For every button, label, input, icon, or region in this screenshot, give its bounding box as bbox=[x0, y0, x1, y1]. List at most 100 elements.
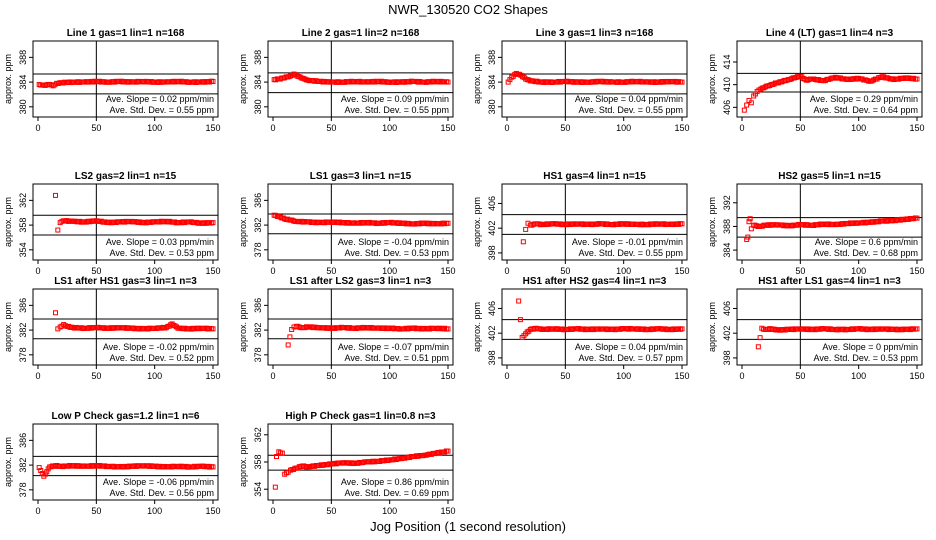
x-tick-label: 50 bbox=[91, 266, 101, 276]
y-tick-label: 406 bbox=[722, 100, 732, 115]
stddev-annotation: Ave. Std. Dev. = 0.69 ppm bbox=[345, 488, 449, 498]
y-tick-label: 386 bbox=[253, 193, 263, 208]
panel-title: HS1 after HS2 gas=4 lin=1 n=3 bbox=[523, 276, 667, 287]
data-point bbox=[285, 342, 291, 348]
plot-frame bbox=[32, 423, 219, 501]
y-axis-label: approx. ppm bbox=[472, 197, 482, 247]
x-tick-label: 50 bbox=[795, 266, 805, 276]
panel-title: LS1 after LS2 gas=3 lin=1 n=3 bbox=[290, 276, 432, 287]
data-point bbox=[757, 335, 763, 341]
y-axis-label: approx. ppm bbox=[3, 54, 13, 104]
y-axis-label: approx. ppm bbox=[472, 302, 482, 352]
panel-4: Line 4 (LT) gas=1 lin=4 n=3 0 50 100 150 406 4… bbox=[707, 28, 925, 133]
stddev-annotation: Ave. Std. Dev. = 0.68 ppm bbox=[814, 248, 918, 258]
data-point bbox=[914, 76, 920, 82]
x-tick-label: 100 bbox=[851, 266, 866, 276]
stddev-annotation: Ave. Std. Dev. = 0.57 ppm bbox=[579, 353, 683, 363]
y-axis-label: approx. ppm bbox=[238, 197, 248, 247]
data-point bbox=[746, 219, 752, 225]
data-point bbox=[286, 74, 292, 80]
data-point bbox=[679, 221, 685, 227]
stddev-annotation: Ave. Std. Dev. = 0.55 ppm bbox=[579, 105, 683, 115]
data-point bbox=[290, 218, 296, 224]
x-tick-label: 0 bbox=[270, 266, 275, 276]
y-tick-label: 392 bbox=[722, 195, 732, 210]
data-point bbox=[210, 220, 216, 226]
panel-title: Line 3 gas=1 lin=3 n=168 bbox=[536, 28, 654, 39]
data-point bbox=[445, 79, 451, 85]
data-point bbox=[744, 102, 750, 108]
y-tick-label: 386 bbox=[18, 433, 28, 448]
plot-frame bbox=[267, 288, 454, 366]
slope-annotation: Ave. Slope = 0.03 ppm/min bbox=[106, 237, 214, 247]
y-tick-label: 414 bbox=[722, 54, 732, 69]
slope-annotation: Ave. Slope = -0.01 ppm/min bbox=[572, 237, 683, 247]
x-tick-label: 50 bbox=[560, 371, 570, 381]
stddev-annotation: Ave. Std. Dev. = 0.55 ppm bbox=[110, 105, 214, 115]
panel-7: HS1 gas=4 lin=1 n=15 0 50 100 150 398 402 406 ap… bbox=[472, 171, 690, 276]
slope-annotation: Ave. Slope = 0.04 ppm/min bbox=[575, 342, 683, 352]
stddev-annotation: Ave. Std. Dev. = 0.52 ppm bbox=[110, 353, 214, 363]
y-axis-label: approx. ppm bbox=[238, 437, 248, 487]
x-tick-label: 0 bbox=[35, 123, 40, 133]
y-tick-label: 380 bbox=[18, 99, 28, 114]
y-tick-label: 406 bbox=[722, 301, 732, 316]
y-axis-label: approx. ppm bbox=[238, 302, 248, 352]
x-tick-label: 50 bbox=[91, 123, 101, 133]
x-tick-label: 100 bbox=[382, 123, 397, 133]
data-point bbox=[517, 317, 523, 323]
x-tick-label: 150 bbox=[440, 123, 455, 133]
x-tick-label: 0 bbox=[35, 266, 40, 276]
x-tick-label: 0 bbox=[504, 266, 509, 276]
y-tick-label: 388 bbox=[722, 219, 732, 234]
plot-frame bbox=[736, 40, 923, 118]
x-tick-label: 150 bbox=[205, 266, 220, 276]
x-tick-label: 50 bbox=[795, 371, 805, 381]
x-tick-label: 100 bbox=[382, 371, 397, 381]
x-tick-label: 150 bbox=[909, 123, 924, 133]
data-point bbox=[741, 107, 747, 113]
x-tick-label: 150 bbox=[909, 371, 924, 381]
panel-title: Line 4 (LT) gas=1 lin=4 n=3 bbox=[766, 28, 894, 39]
y-tick-label: 378 bbox=[253, 242, 263, 257]
y-tick-label: 380 bbox=[487, 99, 497, 114]
data-point bbox=[210, 464, 216, 470]
x-tick-label: 100 bbox=[147, 371, 162, 381]
data-point bbox=[55, 227, 61, 233]
y-tick-label: 406 bbox=[487, 196, 497, 211]
stddev-annotation: Ave. Std. Dev. = 0.51 ppm bbox=[345, 353, 449, 363]
x-tick-label: 150 bbox=[205, 371, 220, 381]
x-tick-label: 100 bbox=[616, 123, 631, 133]
plot-frame bbox=[501, 288, 688, 366]
data-point bbox=[538, 326, 544, 332]
x-tick-label: 50 bbox=[91, 506, 101, 516]
x-tick-label: 100 bbox=[851, 371, 866, 381]
panel-title: LS1 gas=3 lin=1 n=15 bbox=[310, 171, 412, 182]
x-tick-label: 150 bbox=[440, 506, 455, 516]
y-tick-label: 406 bbox=[487, 301, 497, 316]
y-tick-label: 388 bbox=[253, 50, 263, 65]
data-point bbox=[272, 484, 278, 490]
x-tick-label: 0 bbox=[270, 371, 275, 381]
y-tick-label: 398 bbox=[722, 350, 732, 365]
stddev-annotation: Ave. Std. Dev. = 0.64 ppm bbox=[814, 105, 918, 115]
slope-annotation: Ave. Slope = 0.86 ppm/min bbox=[341, 477, 449, 487]
y-tick-label: 384 bbox=[253, 75, 263, 90]
y-tick-label: 354 bbox=[18, 242, 28, 257]
data-point bbox=[755, 344, 761, 350]
plot-frame bbox=[32, 183, 219, 261]
x-tick-label: 100 bbox=[147, 266, 162, 276]
data-point bbox=[279, 450, 285, 456]
x-tick-label: 150 bbox=[205, 506, 220, 516]
data-point bbox=[759, 223, 765, 229]
plot-frame bbox=[267, 40, 454, 118]
stddev-annotation: Ave. Std. Dev. = 0.53 ppm bbox=[814, 353, 918, 363]
x-tick-label: 150 bbox=[674, 266, 689, 276]
x-tick-label: 0 bbox=[739, 123, 744, 133]
slope-annotation: Ave. Slope = -0.02 ppm/min bbox=[103, 342, 214, 352]
panel-3: Line 3 gas=1 lin=3 n=168 0 50 100 150 380 384 3… bbox=[472, 28, 690, 133]
y-tick-label: 382 bbox=[253, 218, 263, 233]
stddev-annotation: Ave. Std. Dev. = 0.53 ppm bbox=[345, 248, 449, 258]
y-axis-label: approx. ppm bbox=[3, 197, 13, 247]
